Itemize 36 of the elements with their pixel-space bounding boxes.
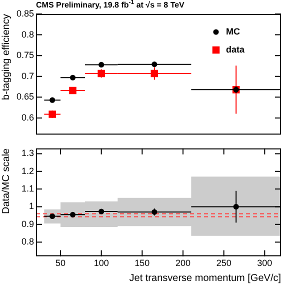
x-tick-label: 300	[257, 258, 272, 268]
point	[48, 110, 56, 118]
y-tick-label: 1.1	[21, 184, 34, 194]
x-tick-label: 250	[216, 258, 232, 268]
point	[150, 70, 158, 78]
point	[98, 208, 104, 214]
y-axis-title: b-tagging efficiency	[0, 14, 12, 100]
y-tick-label: 1.3	[21, 148, 34, 158]
y-tick-label: 1.2	[21, 166, 34, 176]
x-tick-label: 200	[175, 258, 191, 268]
point	[69, 86, 76, 94]
point	[50, 97, 56, 103]
point	[152, 62, 158, 68]
legend-label: data	[226, 44, 246, 54]
x-tick-label: 50	[55, 258, 66, 268]
point	[152, 209, 158, 215]
y-tick-label: 0.65	[16, 92, 34, 102]
y-axis-title: Data/MC scale	[0, 148, 12, 214]
point	[98, 70, 105, 78]
x-axis-title: Jet transverse momentum [GeV/c]	[129, 272, 282, 284]
y-tick-label: 0.8	[21, 236, 34, 247]
point	[98, 62, 104, 68]
chart-title: CMS Preliminary, 19.8 fb$^{-1}$ at √s = 8 TeV	[36, 0, 184, 10]
y-tick-label: 0.9	[21, 218, 34, 229]
point	[70, 74, 76, 80]
y-tick-label: 0.8	[21, 29, 34, 40]
y-tick-label: 0.6	[21, 112, 34, 122]
y-tick-label: 1	[28, 201, 34, 212]
y-tick-label: 0.7	[21, 70, 34, 81]
legend-label: MC	[226, 26, 240, 36]
x-tick-label: 100	[94, 258, 109, 268]
y-tick-label: 0.85	[16, 8, 34, 18]
point	[50, 213, 56, 220]
y-tick-label: 0.75	[16, 50, 34, 60]
point	[70, 212, 76, 218]
x-tick-label: 150	[134, 258, 150, 268]
